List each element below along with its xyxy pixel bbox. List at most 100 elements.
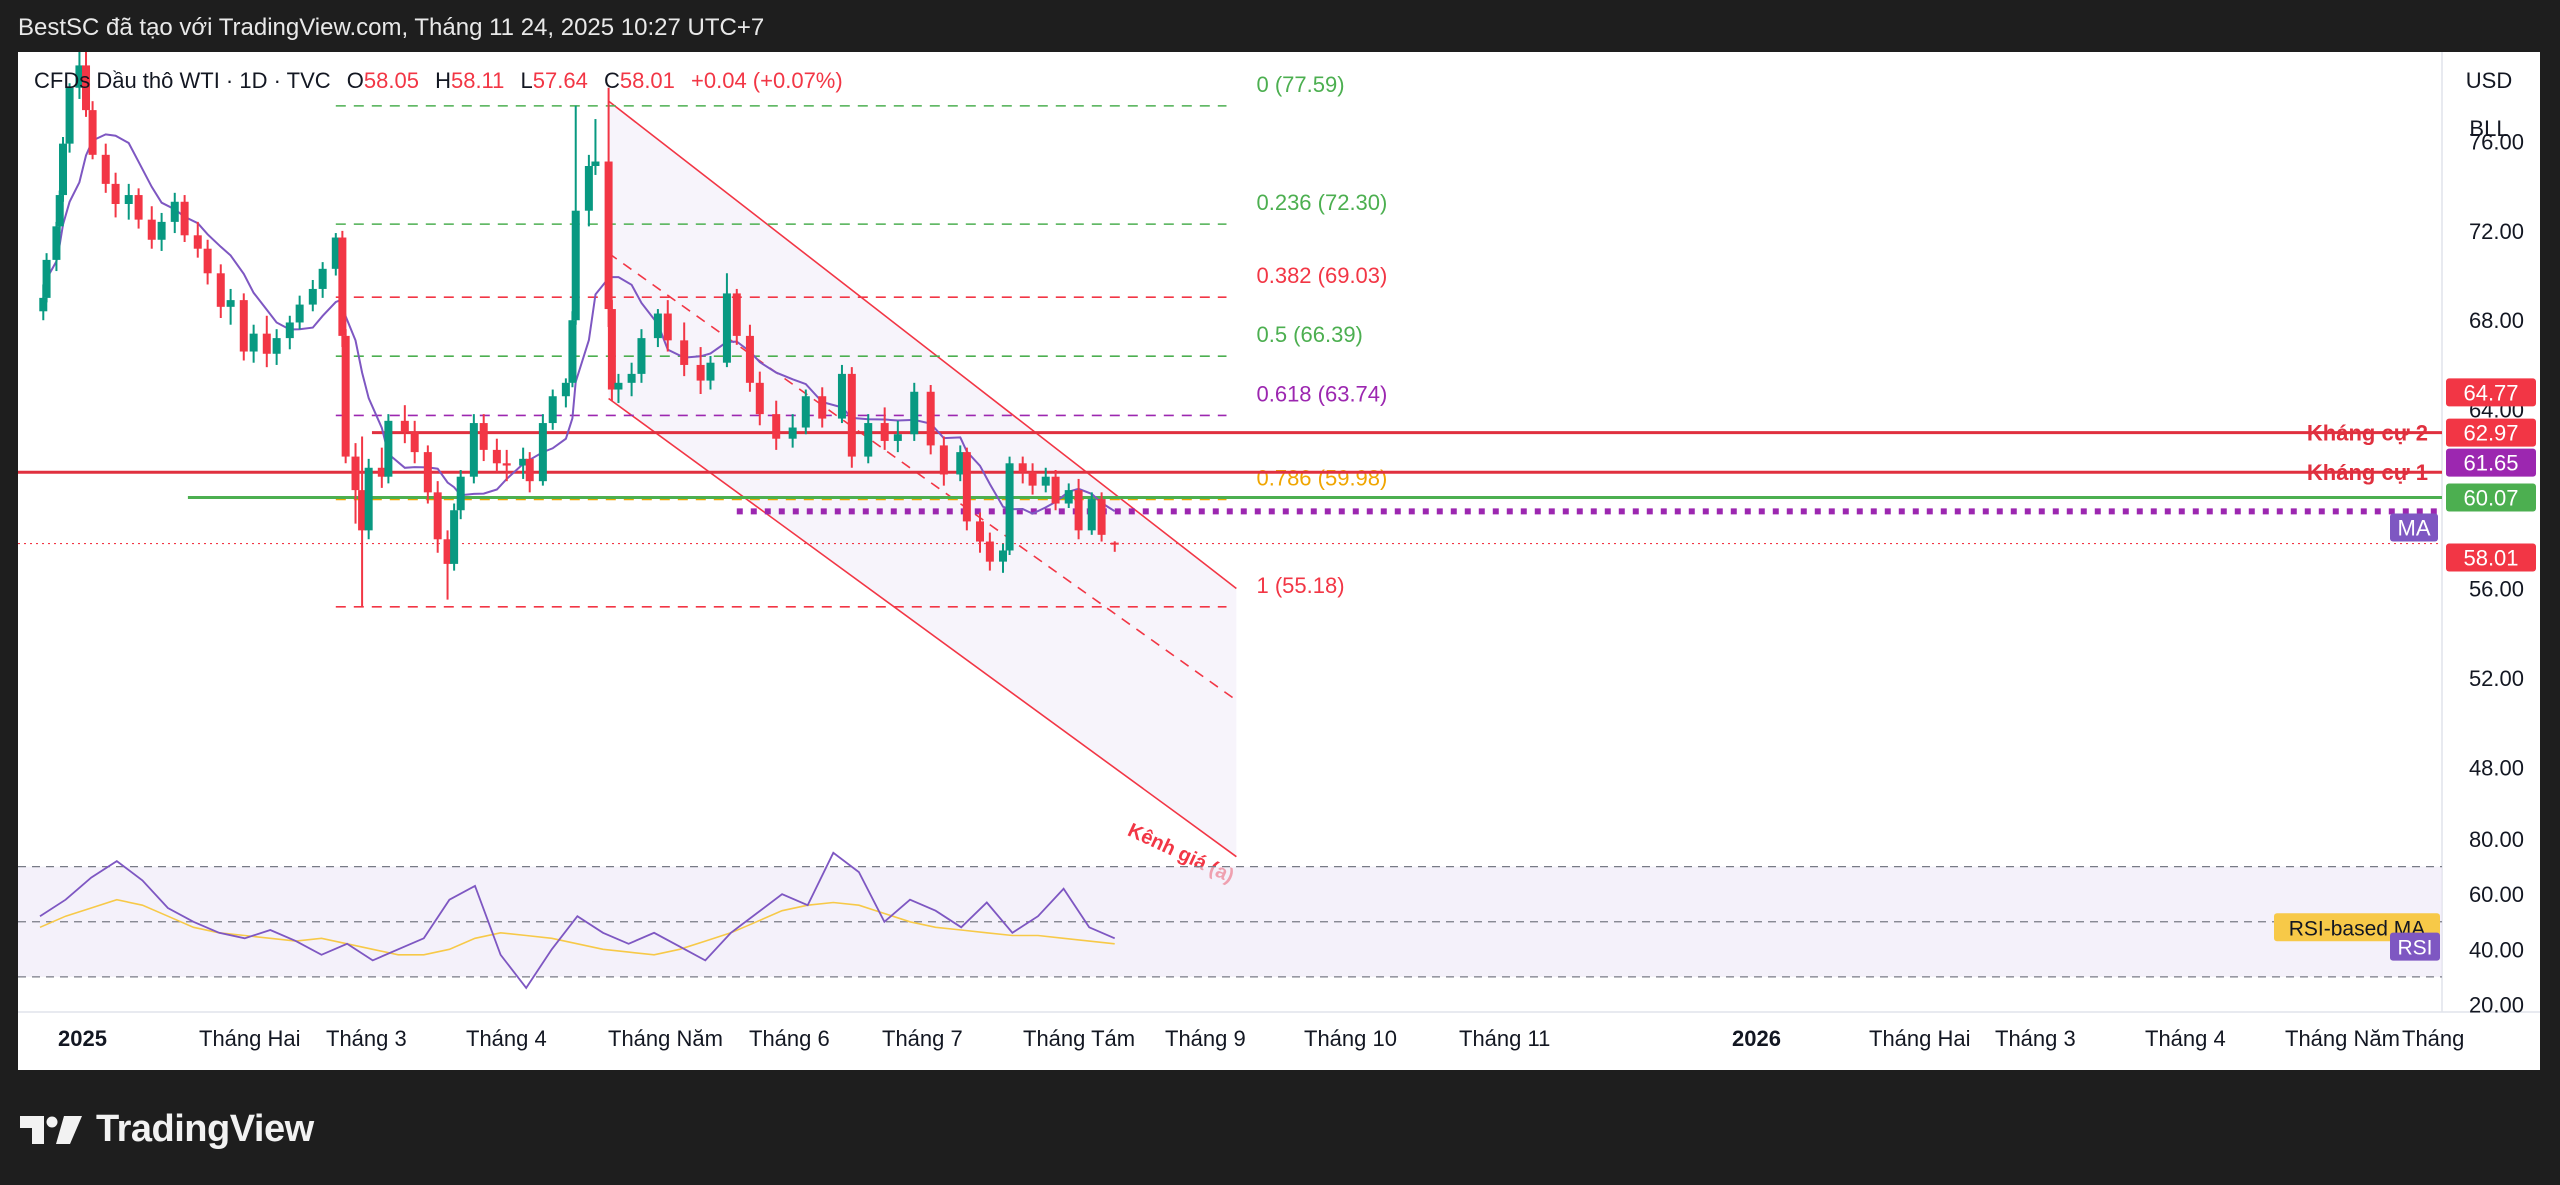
- candle[interactable]: [732, 288, 741, 345]
- candle[interactable]: [400, 405, 409, 444]
- candle[interactable]: [561, 378, 570, 408]
- candle[interactable]: [308, 280, 317, 312]
- candle[interactable]: [124, 183, 133, 220]
- candle[interactable]: [433, 481, 442, 553]
- candle[interactable]: [1064, 483, 1073, 508]
- price-tag[interactable]: 61.65: [2446, 448, 2536, 477]
- candle[interactable]: [614, 373, 623, 403]
- candle[interactable]: [341, 329, 350, 464]
- candle[interactable]: [502, 449, 511, 482]
- candle[interactable]: [469, 414, 478, 484]
- candle[interactable]: [801, 389, 810, 435]
- candle[interactable]: [479, 414, 488, 462]
- candle[interactable]: [607, 300, 616, 401]
- candle[interactable]: [926, 385, 935, 455]
- candle[interactable]: [519, 447, 528, 479]
- price-tag[interactable]: 58.01: [2446, 543, 2536, 572]
- candle[interactable]: [571, 105, 580, 325]
- candle[interactable]: [956, 445, 965, 482]
- candle[interactable]: [272, 329, 281, 365]
- candle[interactable]: [410, 420, 419, 464]
- candle[interactable]: [285, 315, 294, 350]
- candle[interactable]: [180, 195, 189, 242]
- channel-upper-line[interactable]: [608, 100, 1237, 590]
- candle[interactable]: [338, 230, 347, 348]
- currency-label[interactable]: USD: [2466, 68, 2512, 93]
- price-tag[interactable]: 60.07: [2446, 483, 2536, 512]
- candle[interactable]: [170, 192, 179, 234]
- candle[interactable]: [492, 438, 501, 473]
- candle[interactable]: [591, 119, 600, 175]
- candle[interactable]: [525, 452, 534, 493]
- candle[interactable]: [975, 512, 984, 553]
- candle[interactable]: [706, 356, 715, 390]
- candle[interactable]: [65, 83, 74, 153]
- candle[interactable]: [985, 532, 994, 571]
- rsi-pane[interactable]: [18, 851, 2442, 990]
- channel-middle-line[interactable]: [608, 252, 1237, 701]
- candle[interactable]: [377, 447, 386, 488]
- chart-canvas[interactable]: 0 (77.59) 0.236 (72.30) 0.382 (69.03) 0.5 (…: [18, 47, 2540, 1070]
- candle[interactable]: [262, 315, 271, 368]
- candle[interactable]: [443, 530, 452, 600]
- candle[interactable]: [772, 400, 781, 450]
- unit-label[interactable]: BLL: [2469, 116, 2508, 141]
- candle[interactable]: [358, 436, 367, 607]
- chart-panel[interactable]: 0 (77.59) 0.236 (72.30) 0.382 (69.03) 0.5 (…: [18, 47, 2540, 1070]
- candle[interactable]: [88, 101, 97, 160]
- candle[interactable]: [147, 206, 156, 249]
- candle[interactable]: [910, 382, 919, 441]
- candle[interactable]: [1041, 467, 1050, 493]
- tradingview-logo[interactable]: TradingView: [20, 1108, 314, 1151]
- candle[interactable]: [203, 239, 212, 285]
- candle[interactable]: [226, 288, 235, 325]
- price-tag[interactable]: 64.77: [2446, 378, 2536, 407]
- rsi-tag[interactable]: RSI: [2390, 932, 2440, 961]
- candle[interactable]: [134, 188, 143, 229]
- candle[interactable]: [59, 136, 68, 202]
- price-tag[interactable]: MA: [2390, 513, 2438, 542]
- candle[interactable]: [962, 447, 971, 531]
- candle[interactable]: [837, 364, 846, 424]
- candle[interactable]: [568, 311, 577, 388]
- candle[interactable]: [295, 295, 304, 330]
- unit-button[interactable]: BLL: [2469, 116, 2508, 141]
- candle[interactable]: [999, 543, 1008, 573]
- candle[interactable]: [637, 329, 646, 383]
- candle[interactable]: [538, 414, 547, 486]
- candle[interactable]: [1028, 463, 1037, 495]
- candle[interactable]: [818, 387, 827, 428]
- candle[interactable]: [755, 371, 764, 426]
- candle[interactable]: [604, 87, 613, 327]
- candle[interactable]: [1087, 492, 1096, 535]
- candle[interactable]: [653, 309, 662, 348]
- candle[interactable]: [1074, 478, 1083, 540]
- candle[interactable]: [696, 347, 705, 394]
- candle[interactable]: [82, 52, 91, 117]
- candle[interactable]: [450, 503, 459, 571]
- candle[interactable]: [75, 47, 84, 99]
- candle[interactable]: [384, 414, 393, 484]
- channel-lower-line[interactable]: [608, 397, 1237, 858]
- candle[interactable]: [157, 212, 166, 251]
- candle[interactable]: [1005, 456, 1014, 555]
- candle[interactable]: [249, 324, 258, 363]
- candle[interactable]: [239, 293, 248, 361]
- candle[interactable]: [680, 322, 689, 377]
- candle[interactable]: [847, 367, 856, 468]
- candle[interactable]: [55, 190, 64, 234]
- candle[interactable]: [1051, 470, 1060, 511]
- candle[interactable]: [111, 172, 120, 218]
- currency-button[interactable]: USD: [2466, 68, 2512, 93]
- candle[interactable]: [42, 253, 51, 303]
- candle[interactable]: [193, 221, 202, 258]
- candle[interactable]: [788, 414, 797, 448]
- candle[interactable]: [745, 324, 754, 392]
- price-tag[interactable]: 62.97: [2446, 418, 2536, 447]
- candle[interactable]: [351, 443, 360, 524]
- candle[interactable]: [864, 414, 873, 464]
- candle[interactable]: [880, 407, 889, 450]
- rsi-line[interactable]: [39, 851, 1116, 990]
- candle[interactable]: [101, 143, 110, 193]
- candle[interactable]: [663, 300, 672, 352]
